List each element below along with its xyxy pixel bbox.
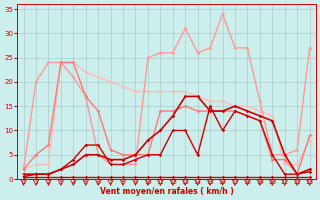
X-axis label: Vent moyen/en rafales ( km/h ): Vent moyen/en rafales ( km/h ) [100, 187, 234, 196]
